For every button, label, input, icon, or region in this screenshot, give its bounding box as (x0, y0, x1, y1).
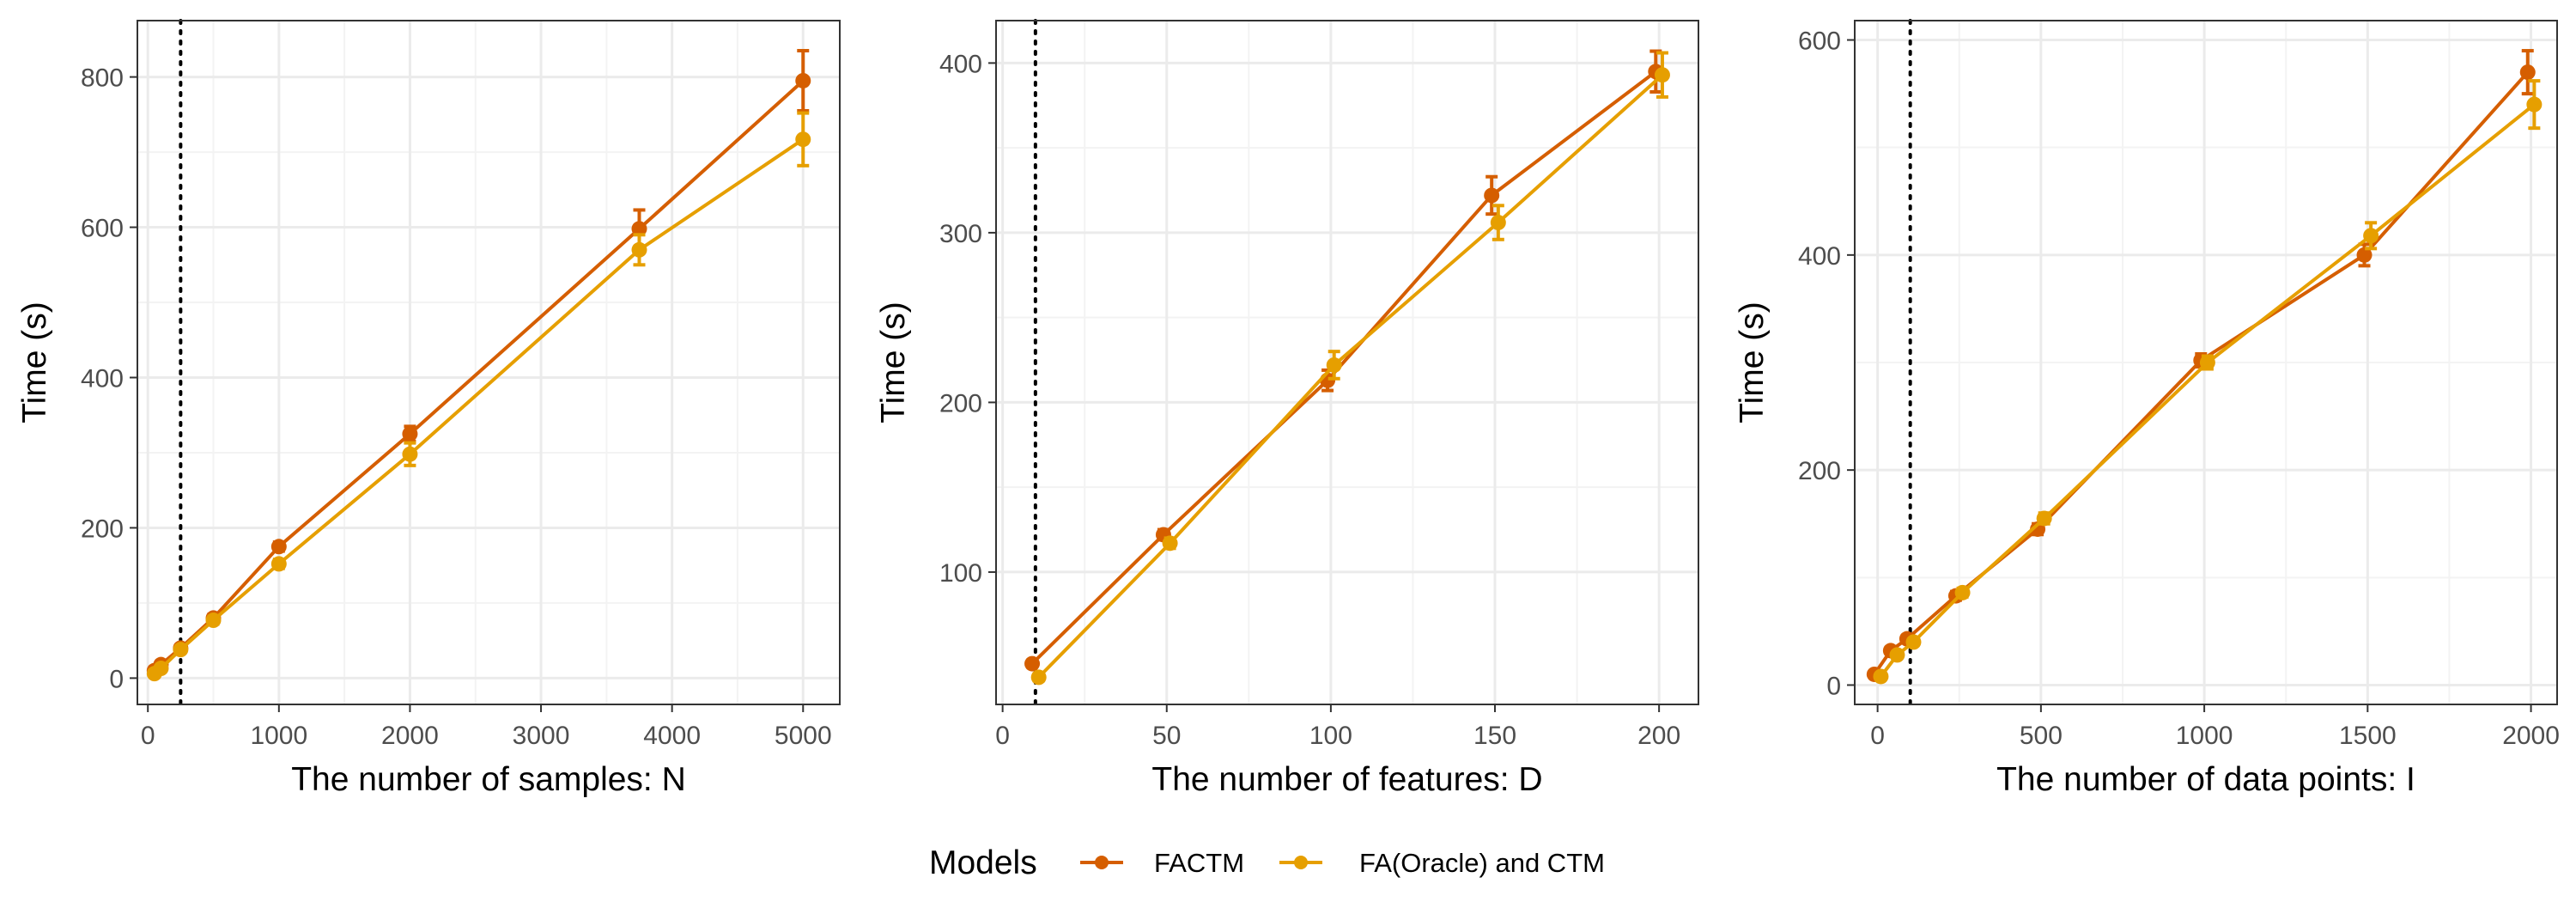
chart-panel-2: 0 50 100 150 200 100 200 300 400 The number of fe… (875, 19, 1699, 798)
data-point (1484, 187, 1500, 204)
x-tick-label: 150 (1473, 722, 1516, 750)
y-tick-label: 400 (81, 364, 124, 393)
x-tick-label: 5000 (775, 722, 832, 750)
x-tick-label: 4000 (643, 722, 701, 750)
x-tick-label: 0 (141, 722, 155, 750)
panel-border (137, 20, 841, 705)
y-tick-label: 600 (1798, 27, 1841, 56)
x-axis-title: The number of samples: N (291, 761, 686, 798)
data-point (205, 613, 222, 629)
series-fa-oracle-and-ctm (1030, 51, 1670, 686)
data-point (631, 221, 647, 237)
series-fa-oracle-and-ctm (146, 111, 811, 682)
data-point (1162, 535, 1178, 552)
y-tick-label: 600 (81, 215, 124, 243)
y-tick-label: 100 (939, 559, 982, 588)
data-point (1954, 584, 1971, 600)
data-point (270, 539, 287, 555)
data-point (153, 661, 169, 677)
y-tick-label: 0 (109, 665, 124, 693)
data-point (1889, 647, 1905, 663)
x-tick-label: 0 (995, 722, 1010, 750)
x-tick-label: 1500 (2339, 722, 2397, 750)
data-point (2519, 64, 2536, 81)
panel-border (995, 20, 1699, 705)
data-point (402, 426, 418, 442)
y-tick-label: 400 (939, 50, 982, 78)
legend: Models FACTM FA(Oracle) and CTM (929, 844, 1605, 881)
y-tick-label: 200 (81, 515, 124, 543)
y-axis-title: Time (s) (1734, 302, 1771, 424)
x-axis-title: The number of features: D (1151, 761, 1542, 798)
data-point (1326, 357, 1342, 373)
data-point (402, 446, 418, 462)
data-point (1654, 67, 1670, 83)
y-tick-label: 800 (81, 64, 124, 93)
y-axis-title: Time (s) (16, 302, 53, 424)
data-point (1905, 634, 1922, 650)
x-axis-title: The number of data points: I (1996, 761, 2415, 798)
x-tick-label: 100 (1309, 722, 1352, 750)
y-axis-title: Time (s) (875, 302, 912, 424)
legend-label-factm: FACTM (1154, 848, 1244, 878)
data-point (795, 131, 811, 148)
x-tick-label: 2000 (381, 722, 439, 750)
data-point (2036, 510, 2052, 527)
x-tick-label: 0 (1870, 722, 1885, 750)
data-point (1490, 215, 1506, 231)
data-point (2356, 247, 2372, 263)
data-point (2363, 228, 2379, 244)
legend-marker-factm (1095, 856, 1109, 869)
data-point (795, 72, 811, 88)
x-tick-label: 2000 (2502, 722, 2560, 750)
y-tick-label: 300 (939, 220, 982, 248)
data-point (2199, 355, 2215, 370)
data-point (173, 642, 189, 658)
x-tick-label: 500 (2020, 722, 2063, 750)
y-tick-label: 400 (1798, 242, 1841, 271)
y-tick-label: 0 (1826, 672, 1841, 700)
data-point (631, 241, 647, 258)
y-tick-label: 200 (1798, 457, 1841, 485)
y-tick-label: 200 (939, 389, 982, 417)
data-point (2526, 96, 2543, 113)
x-tick-label: 1000 (2176, 722, 2233, 750)
x-tick-label: 200 (1637, 722, 1680, 750)
x-tick-label: 3000 (513, 722, 570, 750)
legend-label-fa-oracle-ctm: FA(Oracle) and CTM (1359, 848, 1605, 878)
chart-panel-1: 0 1000 2000 3000 4000 5000 0 200 400 600 800 The nu… (16, 19, 841, 798)
x-tick-label: 1000 (250, 722, 307, 750)
data-point (270, 556, 287, 572)
data-point (1030, 669, 1047, 686)
data-point (1024, 655, 1041, 672)
x-tick-label: 50 (1152, 722, 1181, 750)
data-point (1873, 668, 1889, 685)
panel-border (1854, 20, 2558, 705)
legend-marker-fa-oracle-ctm (1294, 856, 1308, 869)
series-fa-oracle-and-ctm (1873, 79, 2543, 685)
legend-title: Models (929, 844, 1037, 881)
chart-panel-3: 0 500 1000 1500 2000 0 200 400 600 The number of … (1734, 19, 2560, 798)
